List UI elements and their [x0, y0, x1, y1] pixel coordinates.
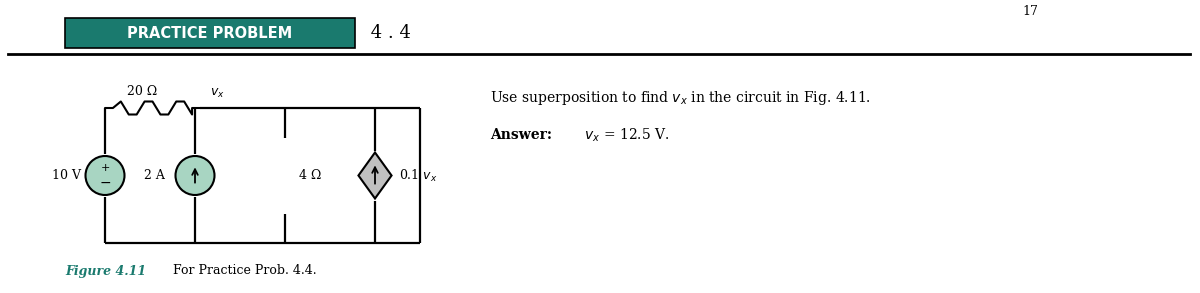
Text: 2 A: 2 A	[144, 169, 166, 182]
Text: 0.1 $v_x$: 0.1 $v_x$	[398, 168, 437, 183]
Text: Use superposition to find $v_x$ in the circuit in Fig. 4.11.: Use superposition to find $v_x$ in the c…	[490, 89, 871, 107]
Polygon shape	[359, 152, 391, 198]
Text: Answer:: Answer:	[490, 128, 552, 142]
FancyBboxPatch shape	[174, 154, 216, 197]
Text: PRACTICE PROBLEM: PRACTICE PROBLEM	[127, 25, 293, 40]
Circle shape	[85, 156, 125, 195]
FancyBboxPatch shape	[65, 18, 355, 48]
Text: 17: 17	[1022, 5, 1038, 18]
FancyBboxPatch shape	[354, 151, 396, 200]
FancyBboxPatch shape	[84, 154, 126, 197]
Text: 4 Ω: 4 Ω	[299, 169, 322, 182]
Text: 20 Ω: 20 Ω	[127, 85, 157, 98]
Text: $v_x$: $v_x$	[210, 87, 224, 100]
Text: 4 . 4: 4 . 4	[365, 24, 410, 42]
FancyBboxPatch shape	[272, 137, 298, 214]
Text: 10 V: 10 V	[53, 169, 82, 182]
Text: −: −	[100, 176, 110, 190]
Text: For Practice Prob. 4.4.: For Practice Prob. 4.4.	[157, 265, 317, 277]
Text: $v_x$ = 12.5 V.: $v_x$ = 12.5 V.	[580, 126, 670, 144]
Text: Figure 4.11: Figure 4.11	[65, 265, 146, 277]
Circle shape	[175, 156, 215, 195]
Text: +: +	[101, 163, 109, 173]
